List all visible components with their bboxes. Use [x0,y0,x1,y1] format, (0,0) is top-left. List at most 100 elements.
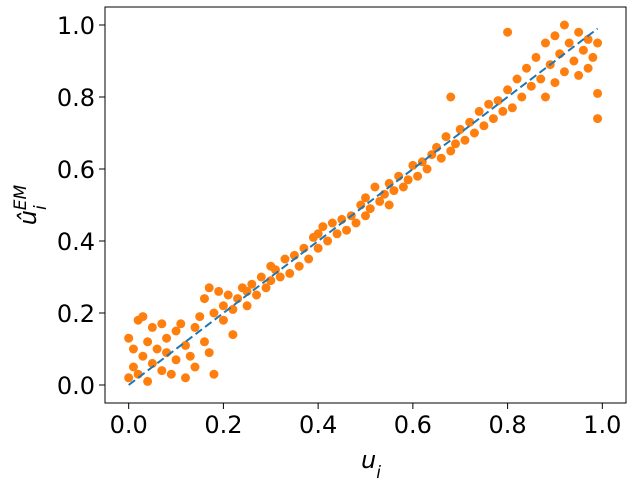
point [124,373,134,383]
point [550,78,560,88]
point [252,290,262,300]
point [507,103,517,113]
point [214,286,224,296]
point [488,114,498,124]
point [313,243,323,253]
point [351,218,361,228]
point [384,200,394,210]
point [512,74,522,84]
point [138,351,148,361]
point [247,279,257,289]
y-tick-label: 0.6 [57,156,95,184]
point [593,38,603,48]
point [261,283,271,293]
point [522,63,532,73]
point [218,315,228,325]
point [413,171,423,181]
y-tick-label: 0.8 [57,84,95,112]
point [517,92,527,102]
point [181,340,191,350]
point [583,34,593,44]
point [332,229,342,239]
point [147,358,157,368]
y-label-sup: EM [11,184,31,210]
x-label-base: u [361,446,376,474]
point [209,308,219,318]
point [588,52,598,62]
point [593,114,603,124]
point [294,261,304,271]
point [574,70,584,80]
point [199,337,209,347]
y-tick-label: 1.0 [57,12,95,40]
point [531,52,541,62]
point [564,38,574,48]
point [275,272,285,282]
point [398,182,408,192]
x-label-sub: i [376,463,381,480]
point [342,225,352,235]
point [128,362,138,372]
reference-line [128,27,599,386]
point [166,369,176,379]
point [228,330,238,340]
point [460,135,470,145]
point [185,351,195,361]
y-tick-label: 0.2 [57,300,95,328]
point [540,38,550,48]
point [162,333,172,343]
point [204,283,214,293]
point [361,193,370,203]
point [574,27,584,37]
point [318,222,328,232]
point [327,218,337,228]
x-tick-label: 0.4 [299,411,337,439]
point [455,124,465,134]
point [285,268,295,278]
x-tick-label: 0.0 [110,411,148,439]
point [228,304,238,314]
point [593,88,603,98]
point [365,204,375,214]
y-label-base: û [14,210,42,225]
point [304,254,314,264]
point [465,117,475,127]
point [493,96,503,106]
point [124,333,134,343]
point [550,31,560,41]
point [181,373,191,383]
x-tick-label: 1.0 [583,411,621,439]
x-tick-label: 0.2 [204,411,242,439]
point [171,355,181,365]
point [143,337,153,347]
point [484,99,494,109]
point [498,106,508,116]
x-tick-label: 0.8 [489,411,527,439]
point [218,301,228,311]
point [157,319,167,329]
point [375,196,385,206]
point [195,312,205,322]
point [361,211,370,221]
y-axis-label: ûiEM [11,184,51,225]
point [143,376,153,386]
point [157,366,167,376]
point [583,63,593,73]
point [389,186,399,196]
point [408,160,418,170]
point [171,326,181,336]
point [479,121,489,131]
point [403,175,413,185]
point [242,301,252,311]
point [540,92,550,102]
point [559,20,569,30]
point [450,139,460,149]
point [176,319,186,329]
point [474,106,484,116]
point [147,322,157,332]
plot-frame [104,6,627,404]
point [559,67,569,77]
x-axis-label: ui [361,446,381,480]
point [190,362,200,372]
